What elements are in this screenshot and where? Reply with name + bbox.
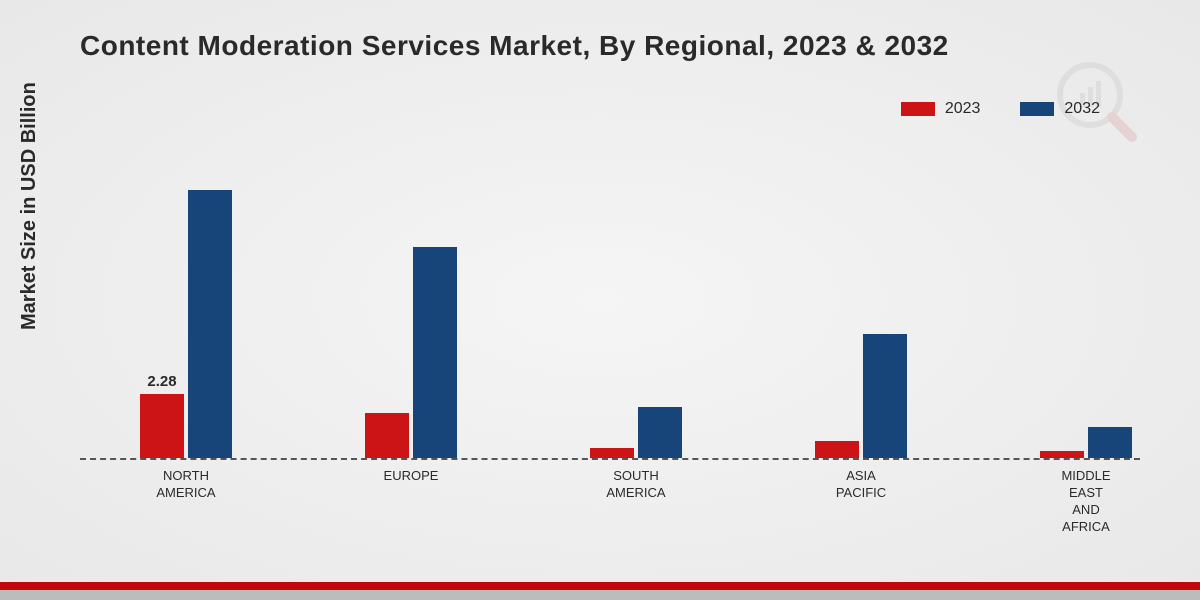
- legend-swatch-2023: [901, 102, 935, 116]
- bar-2023: [365, 413, 409, 458]
- legend: 2023 2032: [901, 100, 1100, 118]
- bar-value-label: 2.28: [147, 373, 176, 390]
- x-axis-baseline: [80, 458, 1140, 460]
- bar-2032: [413, 247, 457, 458]
- legend-label-2023: 2023: [945, 100, 981, 118]
- bar-2023: [815, 441, 859, 458]
- footer-accent-bar: [0, 582, 1200, 590]
- y-axis-label: Market Size in USD Billion: [18, 82, 41, 330]
- x-axis-category-label: MIDDLEEASTANDAFRICA: [1016, 468, 1156, 536]
- bar-2023: [590, 448, 634, 458]
- x-axis-category-label: SOUTHAMERICA: [566, 468, 706, 502]
- chart-plot-area: 2.28: [80, 150, 1140, 460]
- x-axis-category-label: NORTHAMERICA: [116, 468, 256, 502]
- chart-title: Content Moderation Services Market, By R…: [80, 30, 949, 62]
- legend-label-2032: 2032: [1064, 100, 1100, 118]
- legend-swatch-2032: [1020, 102, 1054, 116]
- x-axis-category-label: EUROPE: [341, 468, 481, 485]
- legend-item-2023: 2023: [901, 100, 981, 118]
- bar-2032: [863, 334, 907, 458]
- bar-2032: [188, 190, 232, 458]
- bar-2023: [1040, 451, 1084, 458]
- bar-2032: [1088, 427, 1132, 458]
- legend-item-2032: 2032: [1020, 100, 1100, 118]
- page-root: Content Moderation Services Market, By R…: [0, 0, 1200, 600]
- bar-2023: [140, 394, 184, 458]
- bar-2032: [638, 407, 682, 458]
- footer-base-bar: [0, 590, 1200, 600]
- x-axis-category-label: ASIAPACIFIC: [791, 468, 931, 502]
